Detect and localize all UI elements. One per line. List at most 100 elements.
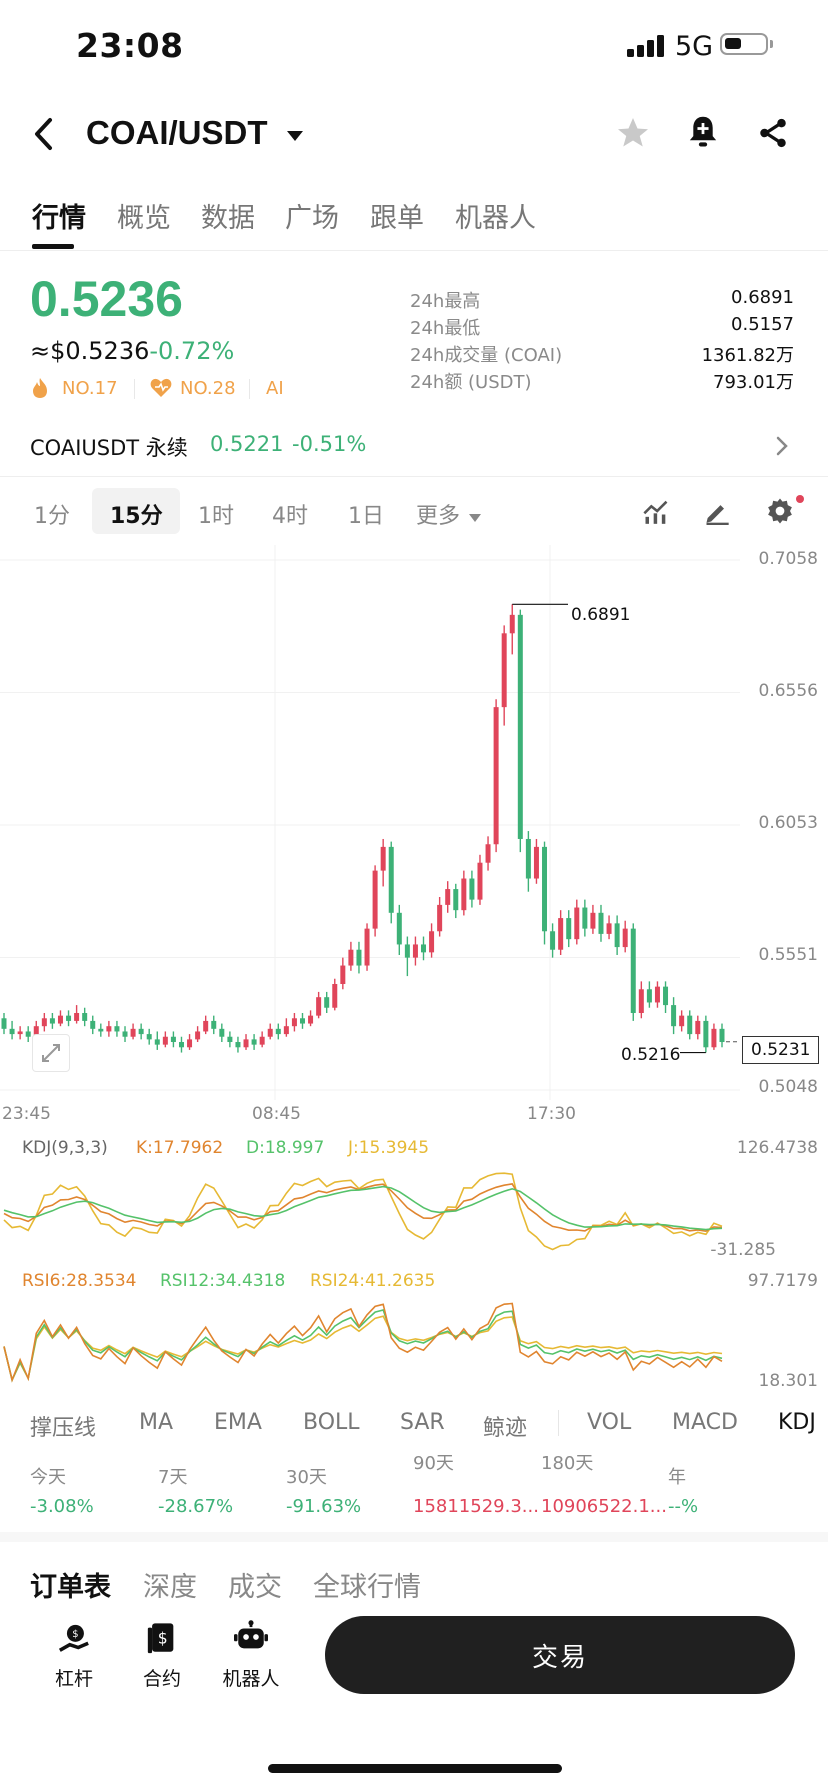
- kdj-chart[interactable]: [0, 1160, 740, 1260]
- kdj-max: 126.4738: [736, 1138, 818, 1158]
- candle-body: [590, 912, 596, 929]
- tab-data[interactable]: 数据: [201, 203, 255, 234]
- timeframe-4h[interactable]: 4时: [272, 504, 308, 529]
- candle-body: [614, 923, 620, 948]
- tag-ai[interactable]: AI: [266, 378, 284, 399]
- tab-copy-trading[interactable]: 跟单: [370, 203, 424, 234]
- stat-label: 24h额 (USDT): [410, 372, 532, 393]
- chevron-down-icon[interactable]: [469, 508, 481, 527]
- margin-label[interactable]: 杠杆: [54, 1668, 93, 1690]
- rsi-line: [3, 1302, 723, 1383]
- indicator-vol[interactable]: VOL: [587, 1410, 632, 1435]
- tab-trades[interactable]: 成交: [228, 1572, 282, 1603]
- timeframe-more[interactable]: 更多: [416, 504, 461, 529]
- tab-market[interactable]: 行情: [32, 203, 86, 234]
- signal-icon: [627, 35, 665, 57]
- tab-orderbook[interactable]: 订单表: [30, 1572, 111, 1603]
- candle-body: [324, 997, 330, 1008]
- settings-badge: [796, 495, 804, 503]
- candle-body: [187, 1039, 193, 1048]
- fire-icon: [30, 377, 50, 403]
- indicator-macd[interactable]: MACD: [672, 1410, 738, 1435]
- chevron-right-icon[interactable]: [776, 436, 788, 460]
- draw-pen-icon[interactable]: [703, 497, 731, 529]
- candle-body: [509, 614, 515, 634]
- contract-icon[interactable]: $: [146, 1622, 178, 1660]
- candle-body: [437, 904, 443, 932]
- trade-button[interactable]: 交易: [325, 1616, 795, 1694]
- candle-body: [404, 944, 410, 958]
- rank-hot[interactable]: NO.17: [62, 378, 118, 399]
- indicator-support[interactable]: 撑压线: [30, 1416, 97, 1441]
- kdj-line: [3, 1172, 723, 1251]
- alert-bell-icon[interactable]: [686, 114, 720, 154]
- high-price-label: 0.6891: [571, 605, 631, 625]
- timeframe-15m[interactable]: 15分: [110, 504, 163, 529]
- tab-square[interactable]: 广场: [285, 203, 339, 234]
- robot-label[interactable]: 机器人: [222, 1668, 280, 1690]
- candle-body: [719, 1028, 725, 1043]
- settings-gear-icon[interactable]: [765, 496, 795, 530]
- perpetual-name[interactable]: COAIUSDT 永续: [30, 436, 188, 460]
- candle-body: [550, 931, 556, 950]
- rsi6: RSI6:28.3534: [22, 1271, 137, 1291]
- candle-body: [33, 1026, 39, 1037]
- candle-body: [477, 862, 483, 900]
- candle-body: [195, 1031, 201, 1040]
- share-icon[interactable]: [756, 116, 790, 154]
- candle-body: [380, 846, 386, 871]
- candle-body: [501, 633, 507, 708]
- rank-popular[interactable]: NO.28: [180, 378, 236, 399]
- candle-body: [622, 928, 628, 948]
- indicator-whale[interactable]: 鲸迹: [483, 1416, 528, 1441]
- kdj-k: K:17.7962: [136, 1138, 224, 1158]
- kdj-j: J:15.3945: [348, 1138, 430, 1158]
- candle-body: [638, 989, 644, 1014]
- candle-body: [243, 1039, 249, 1048]
- candlestick-chart[interactable]: [0, 545, 828, 1105]
- candle-body: [606, 923, 612, 934]
- tab-bots[interactable]: 机器人: [455, 203, 536, 234]
- candle-body: [646, 989, 652, 1003]
- pair-title[interactable]: COAI/USDT: [86, 114, 268, 151]
- active-tab-indicator: [32, 244, 74, 249]
- tab-overview[interactable]: 概览: [117, 203, 171, 234]
- stat-value: 0.6891: [731, 287, 794, 308]
- svg-text:$: $: [158, 1629, 168, 1647]
- tab-depth[interactable]: 深度: [143, 1572, 197, 1603]
- chevron-down-icon[interactable]: [287, 128, 303, 147]
- perf-label: 30天: [286, 1467, 327, 1488]
- candle-body: [348, 949, 354, 966]
- indicator-ema[interactable]: EMA: [214, 1410, 262, 1435]
- timeframe-1d[interactable]: 1日: [348, 504, 384, 529]
- tab-global-market[interactable]: 全球行情: [313, 1572, 421, 1603]
- timeframe-1h[interactable]: 1时: [198, 504, 234, 529]
- indicator-sar[interactable]: SAR: [400, 1410, 445, 1435]
- candle-body: [566, 918, 572, 940]
- candle-body: [138, 1028, 144, 1035]
- indicator-boll[interactable]: BOLL: [303, 1410, 360, 1435]
- candle-body: [711, 1028, 717, 1048]
- margin-icon[interactable]: $: [57, 1622, 91, 1660]
- chart-type-icon[interactable]: [642, 497, 670, 529]
- indicator-kdj[interactable]: KDJ: [778, 1410, 816, 1435]
- rsi24: RSI24:41.2635: [310, 1271, 436, 1291]
- candle-body: [146, 1034, 152, 1040]
- candle-body: [412, 944, 418, 958]
- usd-price-line: ≈$0.5236-0.72%: [30, 337, 234, 365]
- kdj-d: D:18.997: [246, 1138, 325, 1158]
- timeframe-1m[interactable]: 1分: [34, 504, 70, 529]
- contract-label[interactable]: 合约: [142, 1668, 181, 1690]
- rsi-chart[interactable]: [0, 1292, 740, 1384]
- star-icon[interactable]: [615, 115, 651, 155]
- candle-body: [542, 846, 548, 932]
- candle-body: [453, 889, 459, 911]
- candle-body: [235, 1042, 241, 1048]
- expand-icon[interactable]: [32, 1034, 70, 1072]
- candle-body: [154, 1039, 160, 1045]
- candle-body: [695, 1020, 701, 1035]
- indicator-ma[interactable]: MA: [139, 1410, 174, 1435]
- candle-body: [251, 1039, 257, 1045]
- robot-icon[interactable]: [234, 1620, 268, 1658]
- back-icon[interactable]: [30, 116, 60, 152]
